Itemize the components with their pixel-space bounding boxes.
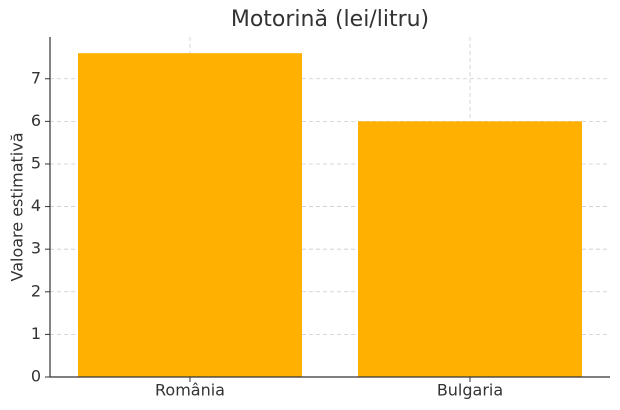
x-tick-label: Bulgaria <box>437 381 503 400</box>
y-tick-label: 2 <box>31 281 41 300</box>
bar <box>78 53 302 377</box>
y-tick-label: 6 <box>31 111 41 130</box>
x-tick-label: România <box>155 381 225 400</box>
bar <box>358 121 582 377</box>
chart-title: Motorină (lei/litru) <box>231 7 429 32</box>
y-tick-label: 1 <box>31 324 41 343</box>
y-tick-label: 3 <box>31 239 41 258</box>
y-tick-label: 0 <box>31 367 41 386</box>
y-tick-label: 4 <box>31 196 41 215</box>
y-tick-label: 5 <box>31 153 41 172</box>
y-tick-label: 7 <box>31 68 41 87</box>
y-axis-label: Valoare estimativă <box>8 133 27 282</box>
